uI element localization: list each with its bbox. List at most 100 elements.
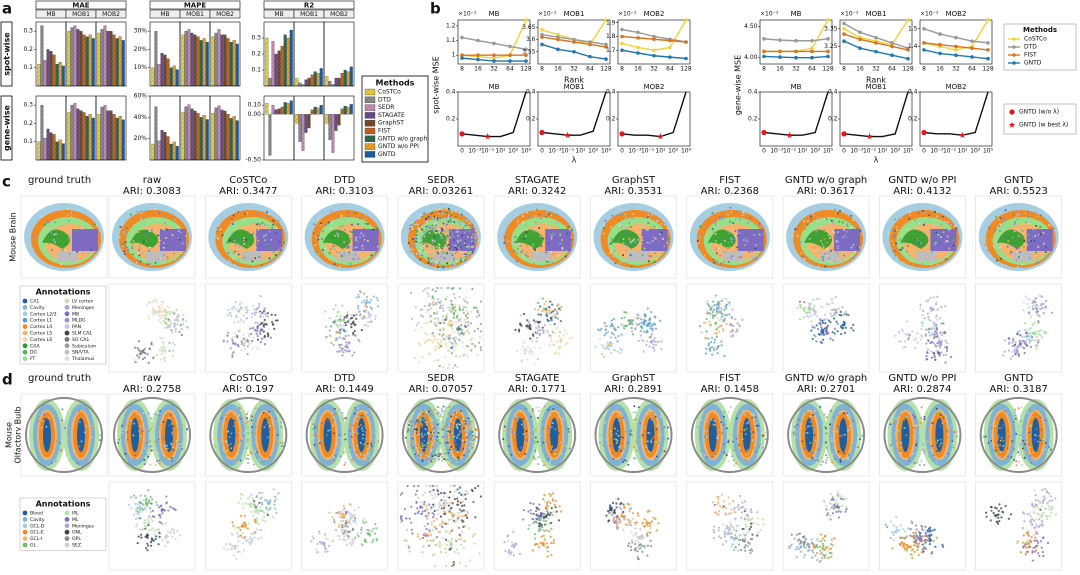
umap-point — [234, 343, 237, 346]
point — [874, 41, 878, 45]
tissue-speck — [129, 414, 132, 417]
legend-label: DTD — [1024, 44, 1037, 51]
tissue-speck — [924, 221, 926, 224]
tissue-speck — [268, 416, 271, 419]
umap-point — [245, 540, 249, 543]
umap-point — [251, 540, 254, 543]
tissue-speck — [703, 225, 705, 227]
umap-point — [185, 320, 188, 323]
bar-hatch — [214, 107, 218, 160]
tissue-speck — [349, 238, 352, 240]
umap-point — [226, 314, 229, 317]
tissue-speck — [173, 252, 175, 255]
umap-point — [831, 331, 834, 334]
bar-hatch — [277, 50, 281, 86]
tissue-speck — [454, 216, 457, 219]
tissue-speck — [908, 254, 911, 257]
umap-point — [706, 312, 709, 315]
umap-point — [159, 317, 162, 320]
tissue-speck — [836, 251, 838, 254]
umap-point — [155, 535, 158, 538]
dataset-header — [323, 9, 355, 19]
tissue-speck — [1043, 218, 1046, 221]
umap-point — [920, 327, 923, 331]
tissue-speck — [150, 243, 153, 245]
tissue-speck — [161, 436, 164, 438]
umap-point — [823, 318, 826, 321]
tissue-speck — [1031, 262, 1034, 264]
umap-point — [604, 332, 608, 335]
umap-point — [163, 359, 166, 362]
tissue-speck — [421, 245, 424, 247]
umap-point — [438, 333, 441, 336]
tissue-speck — [437, 260, 439, 263]
umap-point — [438, 306, 442, 310]
dataset-label: MOB1 — [300, 11, 318, 18]
umap-point — [242, 506, 245, 509]
umap-point — [631, 333, 634, 336]
umap-point — [921, 309, 925, 312]
umap-point — [628, 322, 631, 325]
tissue-speck — [160, 463, 162, 465]
umap-point — [550, 311, 553, 314]
umap-point — [424, 287, 427, 290]
umap-point — [606, 346, 609, 349]
umap-point — [832, 314, 836, 317]
tissue-speck — [1032, 228, 1034, 231]
umap-point — [936, 295, 939, 298]
umap-point — [170, 329, 173, 332]
tissue-speck — [1033, 211, 1036, 214]
tissue-speck — [149, 262, 152, 265]
tissue-speck — [1030, 240, 1032, 242]
tissue-speck — [220, 426, 223, 429]
tissue-speck — [570, 236, 573, 239]
umap-point — [660, 340, 663, 343]
tissue-speck — [372, 253, 375, 256]
bar-hatch — [49, 132, 53, 160]
tissue-speck — [472, 233, 475, 236]
tissue-speck — [1019, 238, 1022, 240]
tissue-speck — [915, 249, 918, 251]
umap-point — [157, 305, 160, 308]
tissue-speck — [609, 252, 612, 255]
umap-point — [921, 324, 924, 327]
tissue-speck — [561, 248, 564, 250]
tissue-speck — [667, 239, 669, 242]
tissue-speck — [446, 252, 448, 255]
umap-point — [712, 308, 715, 311]
tissue-speck — [165, 448, 167, 450]
tissue-speck — [516, 248, 519, 251]
tissue-speck — [532, 262, 535, 265]
tissue-region — [611, 229, 640, 249]
legend-dot — [22, 298, 28, 304]
umap-point — [137, 349, 141, 352]
umap-point — [336, 325, 340, 328]
umap-point — [259, 536, 262, 539]
umap-point — [335, 315, 338, 318]
tissue-speck — [713, 220, 715, 222]
tissue-speck — [446, 212, 448, 214]
y-tick-label: 0.1 — [23, 64, 33, 71]
tissue-speck — [440, 226, 443, 229]
tissue-speck — [434, 227, 436, 230]
umap-point — [713, 349, 716, 352]
umap-point — [253, 506, 256, 509]
tissue-speck — [232, 257, 234, 260]
tissue-speck — [268, 216, 271, 219]
umap-point — [450, 303, 453, 306]
umap-point — [339, 315, 342, 318]
tissue-speck — [832, 230, 835, 232]
tissue-speck — [837, 245, 839, 247]
tissue-speck — [906, 244, 909, 247]
tissue-speck — [714, 222, 717, 224]
umap-point — [259, 506, 262, 509]
umap-point — [1016, 331, 1019, 334]
tissue-speck — [422, 229, 424, 232]
tissue-speck — [330, 236, 332, 238]
tissue-speck — [179, 443, 182, 445]
umap-point — [645, 343, 648, 347]
umap-point — [147, 499, 151, 502]
x-tick-label: 64 — [506, 66, 514, 73]
umap-point — [1007, 349, 1010, 352]
x-tick-label: 32 — [792, 66, 800, 73]
